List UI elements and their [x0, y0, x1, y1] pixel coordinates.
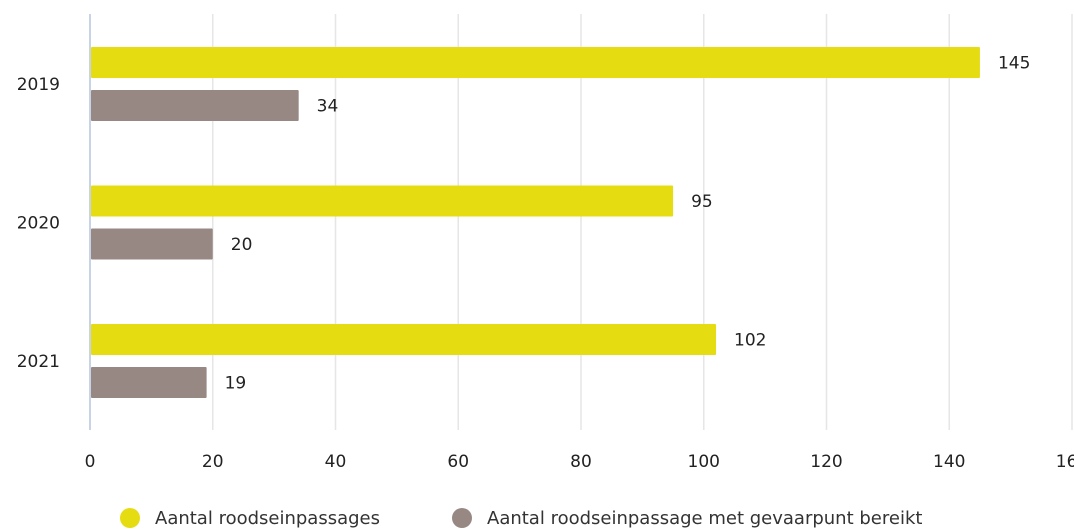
- data-label: 95: [691, 192, 713, 212]
- axes: 020406080100120140160201920202021: [17, 14, 1074, 472]
- bars: [91, 47, 980, 398]
- bar-2019-series-1: [91, 90, 299, 121]
- x-tick-label: 100: [688, 452, 720, 472]
- data-labels: 145 34 95 20 102 19: [225, 54, 1031, 394]
- bar-2020-series-1: [91, 228, 213, 260]
- x-tick-label: 40: [325, 452, 347, 472]
- legend-marker-1: [452, 508, 472, 528]
- x-tick-label: 0: [85, 452, 96, 472]
- data-label: 145: [998, 54, 1030, 74]
- bar-2021-series-0: [91, 324, 717, 355]
- grid-lines: [212, 14, 1073, 430]
- data-label: 34: [317, 97, 339, 117]
- legend-marker-0: [120, 508, 140, 528]
- y-category-label: 2019: [17, 75, 60, 95]
- y-category-label: 2020: [17, 214, 60, 234]
- bar-2020-series-0: [91, 185, 674, 217]
- data-label: 20: [231, 235, 253, 255]
- x-tick-label: 20: [202, 452, 224, 472]
- x-tick-label: 140: [933, 452, 965, 472]
- x-tick-label: 60: [447, 452, 469, 472]
- x-tick-label: 160: [1056, 452, 1074, 472]
- legend: Aantal roodseinpassages Aantal roodseinpa…: [120, 508, 922, 529]
- x-tick-label: 80: [570, 452, 592, 472]
- legend-label-1: Aantal roodseinpassage met gevaarpunt be…: [487, 508, 922, 529]
- bar-2019-series-0: [91, 47, 980, 78]
- data-label: 19: [225, 374, 247, 394]
- data-label: 102: [734, 331, 766, 351]
- legend-label-0: Aantal roodseinpassages: [155, 508, 380, 529]
- x-tick-label: 120: [810, 452, 842, 472]
- y-category-label: 2021: [17, 352, 60, 372]
- bar-2021-series-1: [91, 367, 207, 398]
